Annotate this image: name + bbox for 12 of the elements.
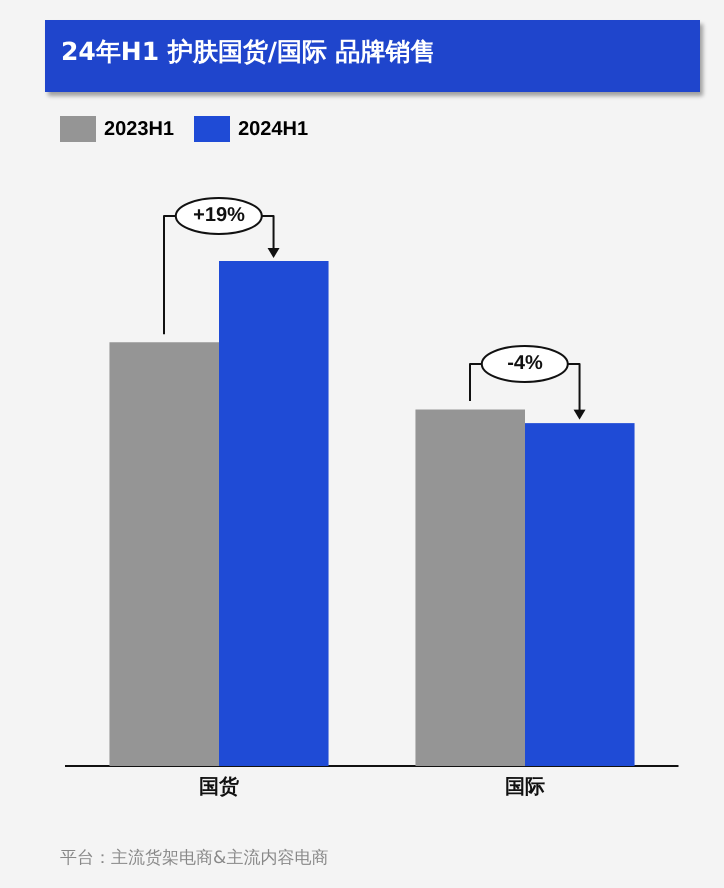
legend-label: 2024H1 bbox=[238, 118, 308, 140]
x-tick-label: 国际 bbox=[505, 774, 545, 798]
legend-label: 2023H1 bbox=[104, 118, 174, 140]
bar bbox=[109, 342, 219, 766]
bar bbox=[525, 423, 635, 766]
x-tick-label: 国货 bbox=[199, 774, 239, 798]
text: 平台：主流货架电商&主流内容电商 bbox=[60, 847, 328, 869]
text: +19% bbox=[192, 204, 246, 227]
chart-title: 24年H1 护肤国货/国际 品牌销售 bbox=[45, 20, 700, 92]
bar bbox=[415, 409, 525, 766]
bar bbox=[219, 261, 329, 766]
annotation: -4% bbox=[506, 352, 544, 376]
